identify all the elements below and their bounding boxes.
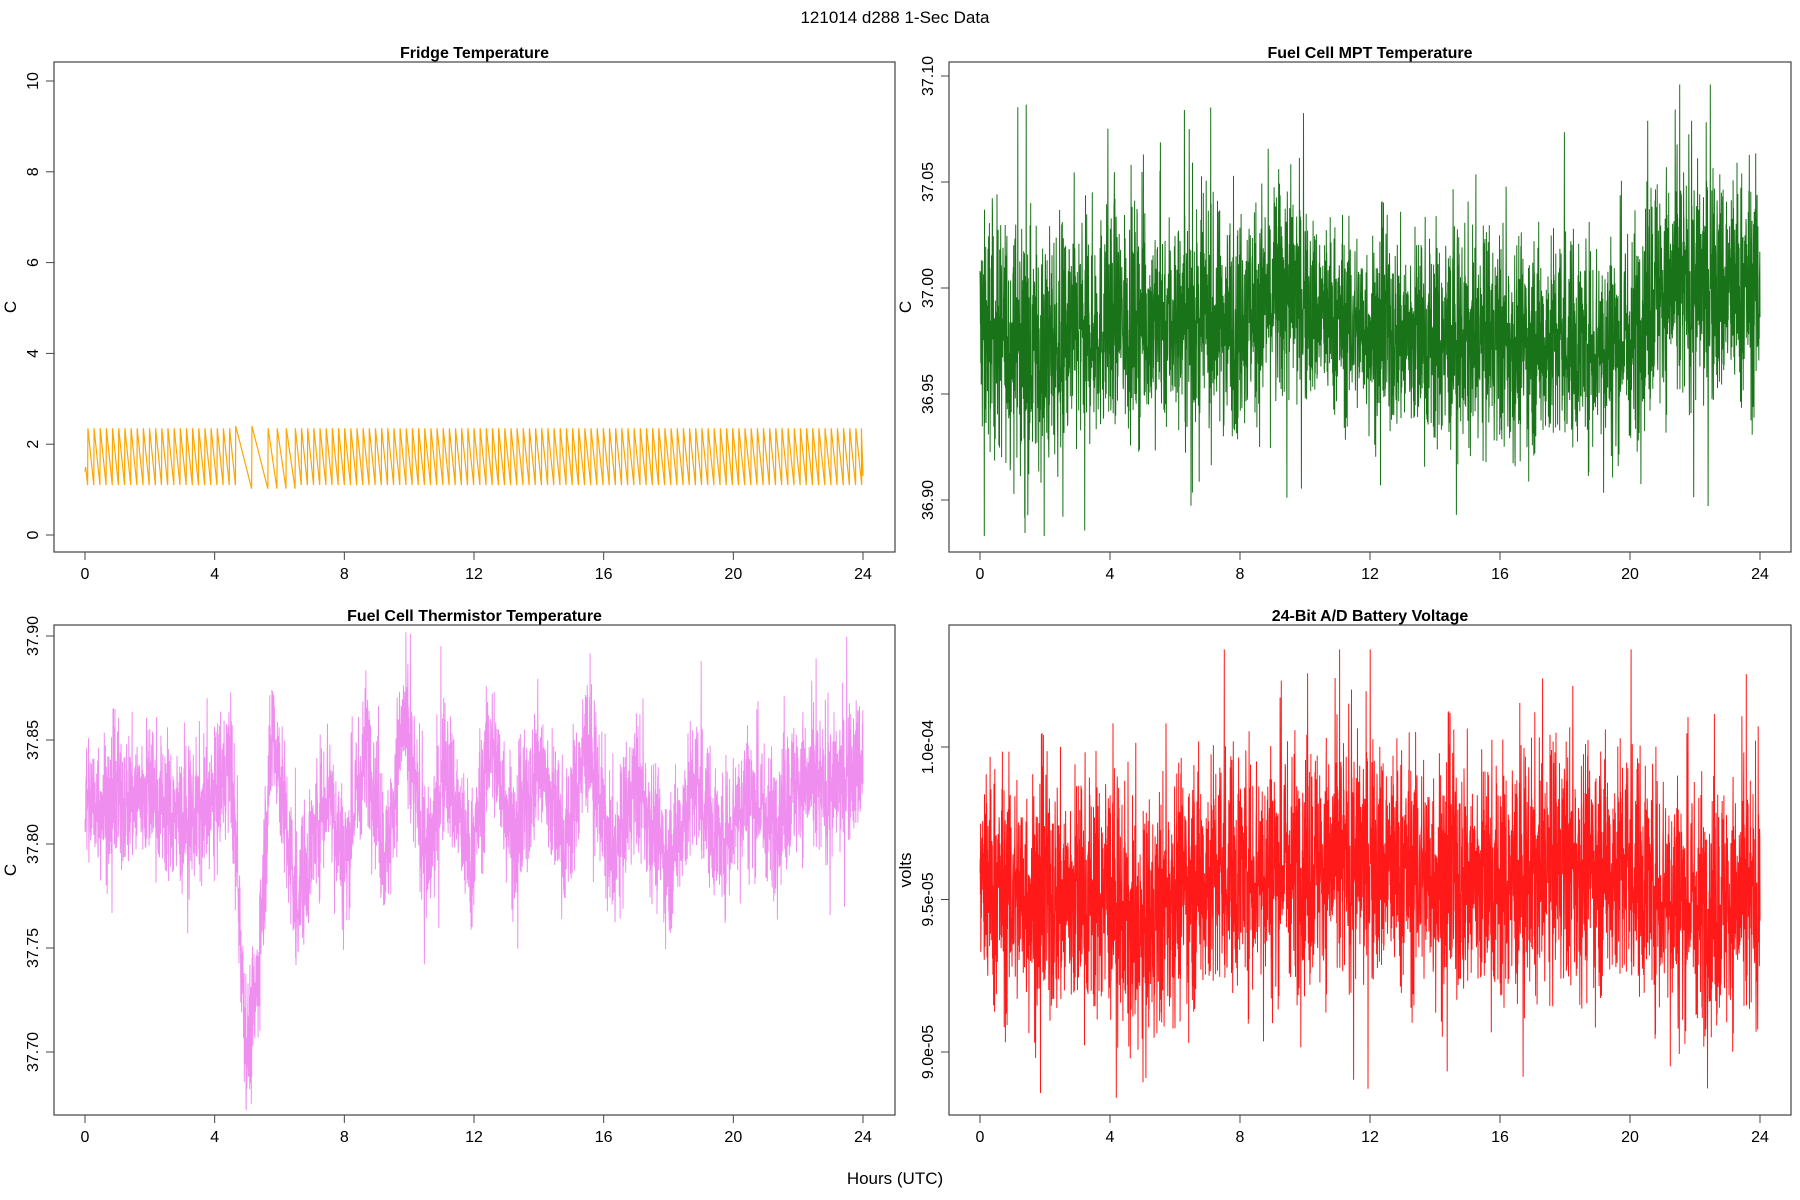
y-tick-label: 10 bbox=[25, 72, 42, 90]
page-title: 121014 d288 1-Sec Data bbox=[800, 8, 990, 27]
y-axis-label: volts bbox=[896, 853, 915, 888]
x-tick-label: 8 bbox=[1236, 1129, 1245, 1146]
x-tick-label: 4 bbox=[210, 566, 219, 583]
x-tick-label: 0 bbox=[81, 1129, 90, 1146]
y-tick-label: 37.00 bbox=[920, 268, 937, 308]
panel-3: Fuel Cell Thermistor Temperature C 0 4 8 12 16… bbox=[1, 608, 896, 1146]
x-tick-label: 12 bbox=[1361, 566, 1379, 583]
y-axis-label: C bbox=[1, 864, 20, 876]
x-tick-label: 16 bbox=[1491, 1129, 1509, 1146]
panel-4: 24-Bit A/D Battery Voltage volts 0 4 8 12 16 20… bbox=[896, 608, 1792, 1146]
x-tick-label: 24 bbox=[854, 566, 872, 583]
panel-title: 24-Bit A/D Battery Voltage bbox=[1272, 608, 1469, 625]
x-tick-label: 20 bbox=[1621, 566, 1639, 583]
y-tick-label: 37.70 bbox=[25, 1032, 42, 1072]
y-tick-label: 2 bbox=[25, 440, 42, 449]
x-tick-label: 16 bbox=[1491, 566, 1509, 583]
y-tick-label: 9.0e-05 bbox=[920, 1025, 937, 1079]
x-tick-label: 0 bbox=[976, 1129, 985, 1146]
x-tick-label: 8 bbox=[340, 566, 349, 583]
y-tick-label: 9.5e-05 bbox=[920, 872, 937, 926]
panel-title: Fridge Temperature bbox=[400, 45, 549, 62]
y-tick-label: 0 bbox=[25, 530, 42, 539]
x-tick-label: 12 bbox=[1361, 1129, 1379, 1146]
y-tick-label: 37.10 bbox=[920, 56, 937, 96]
y-tick-label: 4 bbox=[25, 349, 42, 358]
y-tick-label: 36.90 bbox=[920, 480, 937, 520]
x-axis-label: Hours (UTC) bbox=[847, 1169, 943, 1188]
y-axis-label: C bbox=[896, 301, 915, 313]
x-tick-label: 20 bbox=[724, 1129, 742, 1146]
y-tick-label: 6 bbox=[25, 258, 42, 267]
series-line bbox=[979, 84, 1761, 537]
series-line bbox=[979, 649, 1761, 1098]
x-tick-label: 24 bbox=[1751, 566, 1769, 583]
y-tick-label: 37.80 bbox=[25, 824, 42, 864]
y-tick-label: 1.0e-04 bbox=[920, 720, 937, 774]
x-tick-label: 4 bbox=[1106, 1129, 1115, 1146]
series-line bbox=[84, 632, 864, 1111]
panel-2: Fuel Cell MPT Temperature C 0 4 8 12 16 20 24 36.… bbox=[896, 45, 1792, 583]
x-tick-label: 12 bbox=[465, 566, 483, 583]
y-axis-label: C bbox=[1, 301, 20, 313]
x-tick-label: 24 bbox=[854, 1129, 872, 1146]
series-line bbox=[84, 425, 864, 489]
x-tick-label: 8 bbox=[340, 1129, 349, 1146]
y-tick-label: 37.75 bbox=[25, 928, 42, 968]
x-tick-label: 24 bbox=[1751, 1129, 1769, 1146]
x-tick-label: 16 bbox=[595, 566, 613, 583]
x-tick-label: 8 bbox=[1236, 566, 1245, 583]
y-tick-label: 37.90 bbox=[25, 616, 42, 656]
x-tick-label: 20 bbox=[724, 566, 742, 583]
x-tick-label: 4 bbox=[1106, 566, 1115, 583]
x-tick-label: 16 bbox=[595, 1129, 613, 1146]
x-tick-label: 0 bbox=[81, 566, 90, 583]
y-tick-label: 8 bbox=[25, 167, 42, 176]
y-tick-label: 37.05 bbox=[920, 162, 937, 202]
x-tick-label: 4 bbox=[210, 1129, 219, 1146]
x-tick-label: 20 bbox=[1621, 1129, 1639, 1146]
panel-title: Fuel Cell MPT Temperature bbox=[1267, 45, 1472, 62]
x-tick-label: 0 bbox=[976, 566, 985, 583]
panel-title: Fuel Cell Thermistor Temperature bbox=[347, 608, 602, 625]
y-tick-label: 36.95 bbox=[920, 374, 937, 414]
x-tick-label: 12 bbox=[465, 1129, 483, 1146]
y-tick-label: 37.85 bbox=[25, 720, 42, 760]
